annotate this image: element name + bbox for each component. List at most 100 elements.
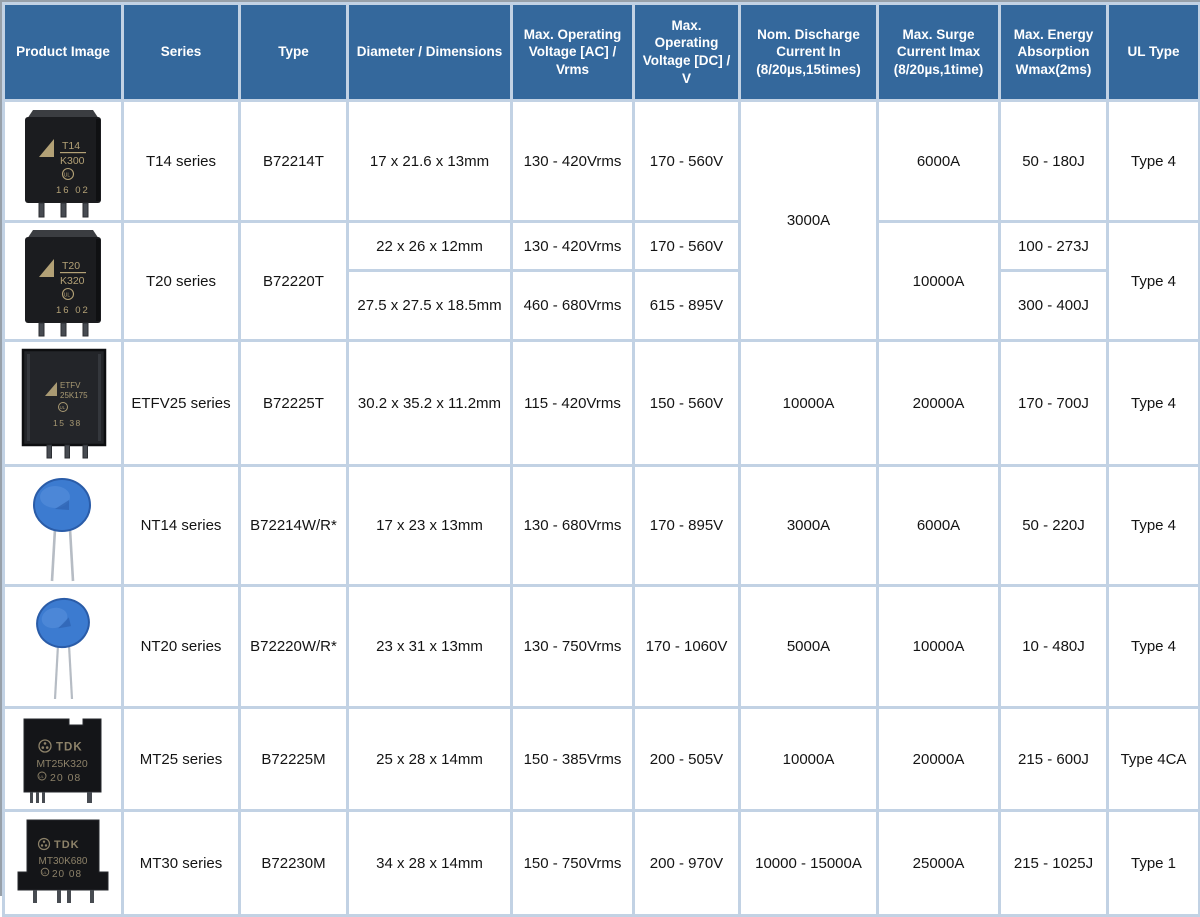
svg-text:UL: UL [39,775,44,779]
col-header-nom-discharge-current: Nom. Discharge Current In (8/20µs,15time… [738,2,879,102]
component-pin [57,890,61,903]
marking-code: 25K175 [60,391,88,400]
product-image-nt14 [2,464,124,587]
cell-series-nt14: NT14 series [121,464,241,587]
product-image-mt25: TDK MT25K320 UL 20 08 [2,706,124,812]
cell-ul-etfv25: Type 4 [1106,339,1200,467]
col-header-max-surge-current: Max. Surge Current Imax (8/20µs,1time) [876,2,1001,102]
cell-dims-t14: 17 x 21.6 x 13mm [346,99,513,223]
cell-vdc-t20b: 615 - 895V [632,269,741,342]
tdk-logo-icon [38,739,52,753]
cell-type-mt25: B72225M [238,706,349,812]
marking-brand: TDK [56,742,83,754]
cell-dims-t20b: 27.5 x 27.5 x 18.5mm [346,269,513,342]
cell-type-t20: B72220T [238,220,349,342]
t20-product-photo: T20 K320 UL 16 02 [25,230,101,337]
table-row-mt25: TDK MT25K320 UL 20 08 MT25 series B72225… [2,706,1200,812]
ul-logo-icon [61,167,75,181]
lead-wire [67,644,74,700]
component-body [25,237,101,323]
cell-vac-etfv25: 115 - 420Vrms [510,339,635,467]
cell-vdc-t14: 170 - 560V [632,99,741,223]
cell-ul-mt25: Type 4CA [1106,706,1200,812]
component-pin [82,322,89,337]
cell-series-nt20: NT20 series [121,584,241,709]
component-body [17,819,109,891]
cell-vac-t14: 130 - 420Vrms [510,99,635,223]
marking-code: K320 [60,275,85,287]
marking-brand: TDK [54,839,80,851]
component-top-face [27,230,99,239]
svg-text:UL: UL [64,292,71,298]
cell-surge-etfv25: 20000A [876,339,1001,467]
cell-vdc-mt30: 200 - 970V [632,809,741,917]
col-header-product-image: Product Image [2,2,124,102]
cell-vac-t20b: 460 - 680Vrms [510,269,635,342]
product-image-nt20 [2,584,124,709]
ul-logo-icon [61,287,75,301]
cell-energy-mt30: 215 - 1025J [998,809,1109,917]
header-row: Product Image Series Type Diameter / Dim… [2,2,1200,102]
cell-type-mt30: B72230M [238,809,349,917]
cell-ul-nt14: Type 4 [1106,464,1200,587]
component-pin [90,890,94,903]
cell-discharge-mt30: 10000 - 15000A [738,809,879,917]
component-pin [67,890,71,903]
cell-surge-nt14: 6000A [876,464,1001,587]
component-pin [38,202,45,218]
ul-logo-icon [58,402,68,412]
epcos-triangle-logo-icon [39,259,54,277]
table-row-t14: T14 K300 UL 16 02 T14 series B72214T 17 … [2,99,1200,342]
cell-discharge-etfv25: 10000A [738,339,879,467]
cell-vdc-mt25: 200 - 505V [632,706,741,812]
marking-code: K300 [60,155,85,167]
component-pin [60,202,67,218]
component-body [23,718,102,793]
cell-series-mt25: MT25 series [121,706,241,812]
col-header-max-dc-voltage: Max. Operating Voltage [DC] / V [632,2,741,102]
etfv25-product-photo: ETFV 25K175 UL 15 38 [21,348,107,459]
cell-energy-t14: 50 - 180J [998,99,1109,223]
component-pin [82,202,89,218]
component-pin [38,322,45,337]
cell-vac-mt25: 150 - 385Vrms [510,706,635,812]
cell-ul-t20: Type 4 [1106,220,1200,342]
lead-wire [53,644,60,700]
svg-text:UL: UL [60,405,66,410]
cell-series-t20: T20 series [121,220,241,342]
nt14-product-photo [33,478,91,582]
marking-series: T14 [62,140,80,152]
cell-discharge-nt14: 3000A [738,464,879,587]
cell-dims-nt14: 17 x 23 x 13mm [346,464,513,587]
table-row-t20-b: 27.5 x 27.5 x 18.5mm 460 - 680Vrms 615 -… [4,269,1200,342]
product-image-mt30: TDK MT30K680 UL 20 08 [2,809,124,917]
cell-surge-t14: 6000A [876,99,1001,223]
cell-discharge-t14-t20: 3000A [738,99,879,342]
table-row-t20-a: T20 K320 UL 16 02 T20 series B72220T 22 … [2,219,1200,342]
component-pin [30,792,33,803]
component-pin [82,444,88,459]
table-row-mt30: TDK MT30K680 UL 20 08 MT30 series B72230… [2,809,1200,917]
cell-energy-t20a: 100 - 273J [998,219,1109,273]
product-image-etfv25: ETFV 25K175 UL 15 38 [2,339,124,467]
cell-series-mt30: MT30 series [121,809,241,917]
cell-vdc-nt14: 170 - 895V [632,464,741,587]
t14-product-photo: T14 K300 UL 16 02 [25,110,101,218]
cell-surge-mt30: 25000A [876,809,1001,917]
cell-vdc-etfv25: 150 - 560V [632,339,741,467]
cell-type-t14: B72214T [238,99,349,223]
table-row-nt14: NT14 series B72214W/R* 17 x 23 x 13mm 13… [2,464,1200,587]
component-pin [64,444,70,459]
cell-energy-t20b: 300 - 400J [998,269,1109,342]
component-pin [46,444,52,459]
marking-series: ETFV [60,381,81,390]
cell-type-nt20: B72220W/R* [238,584,349,709]
tdk-logo-icon [37,837,51,851]
cell-discharge-mt25: 10000A [738,706,879,812]
cell-dims-etfv25: 30.2 x 35.2 x 11.2mm [346,339,513,467]
col-header-ul-type: UL Type [1106,2,1200,102]
marking-date: 16 02 [56,305,90,316]
cell-dims-nt20: 23 x 31 x 13mm [346,584,513,709]
